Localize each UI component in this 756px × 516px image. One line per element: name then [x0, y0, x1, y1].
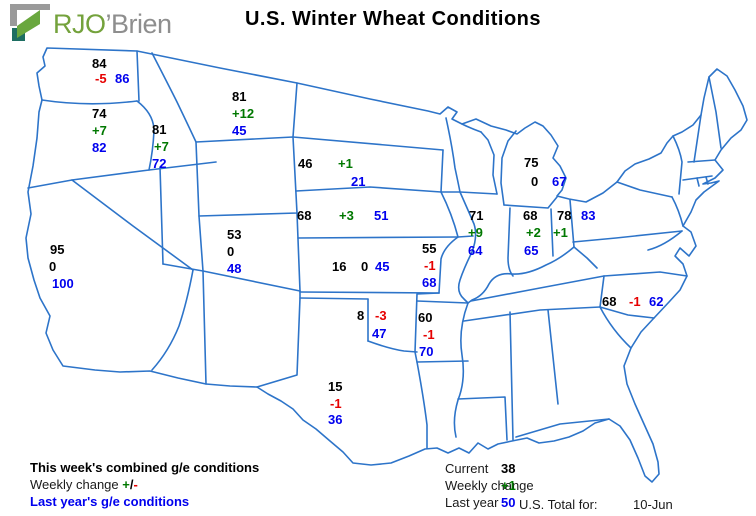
- state-borders: [27, 50, 722, 449]
- colorado-current-value: 53: [227, 227, 242, 242]
- montana-current-value: 81: [232, 89, 247, 104]
- california-last_year-value: 100: [52, 276, 74, 291]
- california-change-value: 0: [49, 259, 57, 274]
- kansas-change-value: 0: [361, 259, 369, 274]
- oklahoma-last_year-value: 47: [372, 326, 387, 341]
- california-current-value: 95: [50, 242, 65, 257]
- montana-last_year-value: 45: [232, 123, 247, 138]
- texas-change-value: -1: [330, 396, 342, 411]
- idaho-change-value: +7: [154, 139, 169, 154]
- illinois-current-value: 71: [469, 208, 484, 223]
- michigan-change-value: 0: [531, 174, 539, 189]
- us-total-label: U.S. Total for:: [519, 497, 598, 512]
- oregon-current-value: 74: [92, 106, 107, 121]
- north-carolina-current-value: 68: [602, 294, 617, 309]
- south-dakota-current-value: 46: [298, 156, 313, 171]
- oklahoma-current-value: 8: [357, 308, 365, 323]
- legend-minus-sign: -: [133, 477, 138, 492]
- ohio-change-value: +1: [553, 225, 568, 240]
- north-carolina-change-value: -1: [629, 294, 641, 309]
- oregon-change-value: +7: [92, 123, 107, 138]
- south-dakota-last_year-value: 21: [351, 174, 366, 189]
- legend-change-text: Weekly change: [30, 477, 123, 492]
- legend-change-line: Weekly change +/-: [30, 478, 138, 491]
- texas-last_year-value: 36: [328, 412, 343, 427]
- oklahoma-change-value: -3: [375, 308, 387, 323]
- montana-change-value: +12: [232, 106, 255, 121]
- colorado-last_year-value: 48: [227, 261, 242, 276]
- legend-plus-sign: +: [122, 477, 130, 492]
- arkansas-current-value: 60: [418, 310, 433, 325]
- ohio-last_year-value: 83: [581, 208, 596, 223]
- michigan-last_year-value: 67: [552, 174, 567, 189]
- missouri-current-value: 55: [422, 241, 437, 256]
- colorado-change-value: 0: [227, 244, 235, 259]
- indiana-last_year-value: 65: [524, 243, 539, 258]
- logo-text-rjo: RJO: [53, 8, 106, 39]
- nebraska-change-value: +3: [339, 208, 354, 223]
- kansas-last_year-value: 45: [375, 259, 390, 274]
- idaho-last_year-value: 72: [152, 156, 167, 171]
- rjobrien-logo: RJO’Brien: [10, 4, 172, 44]
- illinois-last_year-value: 64: [468, 243, 483, 258]
- illinois-change-value: +9: [468, 225, 483, 240]
- washington-current-value: 84: [92, 56, 107, 71]
- indiana-current-value: 68: [523, 208, 538, 223]
- arkansas-last_year-value: 70: [419, 344, 434, 359]
- us-total-date: 10-Jun: [633, 497, 673, 512]
- arkansas-change-value: -1: [423, 327, 435, 342]
- texas-current-value: 15: [328, 379, 343, 394]
- indiana-change-value: +2: [526, 225, 541, 240]
- summary-lastyear-value: 50: [501, 495, 516, 510]
- north-carolina-last_year-value: 62: [649, 294, 664, 309]
- michigan-current-value: 75: [524, 155, 539, 170]
- legend-slash: /: [129, 477, 134, 492]
- summary-current-label: Current: [445, 461, 489, 476]
- logo-text-brien: ’Brien: [105, 8, 173, 39]
- washington-change-value: -5: [95, 71, 107, 86]
- legend-current-line: This week's combined g/e conditions: [30, 460, 260, 475]
- washington-last_year-value: 86: [115, 71, 130, 86]
- idaho-current-value: 81: [152, 122, 167, 137]
- rjo-flag-icon: [10, 4, 50, 41]
- logo-text: RJO’Brien: [53, 9, 172, 40]
- summary-change-label: Weekly change: [445, 478, 534, 493]
- nebraska-current-value: 68: [297, 208, 312, 223]
- page-title: U.S. Winter Wheat Conditions: [244, 8, 542, 30]
- summary-change-value: +1: [501, 478, 516, 493]
- legend-lastyear-line: Last year's g/e conditions: [30, 494, 190, 509]
- summary-lastyear-label: Last year: [445, 495, 499, 510]
- summary-current-value: 38: [501, 461, 516, 476]
- missouri-last_year-value: 68: [422, 275, 437, 290]
- nebraska-last_year-value: 51: [374, 208, 389, 223]
- south-dakota-change-value: +1: [338, 156, 353, 171]
- missouri-change-value: -1: [424, 258, 436, 273]
- oregon-last_year-value: 82: [92, 140, 107, 155]
- kansas-current-value: 16: [332, 259, 347, 274]
- ohio-current-value: 78: [557, 208, 572, 223]
